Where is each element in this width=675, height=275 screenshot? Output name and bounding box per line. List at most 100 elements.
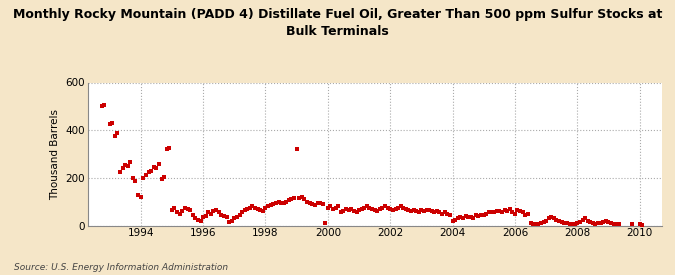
Point [344, 208, 354, 212]
Point [119, 163, 130, 167]
Point [185, 208, 196, 212]
Point [354, 208, 364, 212]
Point [507, 210, 518, 214]
Point [572, 221, 583, 225]
Point [107, 121, 117, 125]
Point [439, 210, 450, 214]
Point [583, 219, 593, 223]
Point [208, 209, 219, 213]
Point [182, 207, 193, 211]
Point [281, 199, 292, 204]
Point [167, 208, 178, 212]
Point [637, 222, 647, 227]
Point [254, 208, 265, 212]
Point [190, 216, 200, 221]
Point [348, 209, 359, 213]
Point [587, 221, 598, 225]
Point [494, 209, 505, 213]
Point [429, 210, 440, 214]
Point [522, 211, 533, 216]
Point [109, 134, 120, 138]
Point [115, 170, 126, 174]
Point [273, 199, 284, 204]
Point [364, 205, 375, 210]
Point [265, 203, 276, 207]
Point [491, 209, 502, 213]
Point [512, 208, 523, 212]
Point [275, 201, 286, 205]
Point [603, 220, 614, 224]
Point [97, 104, 107, 109]
Point [470, 213, 481, 217]
Point [559, 221, 570, 225]
Point [263, 204, 273, 209]
Point [226, 219, 237, 223]
Point [180, 205, 190, 210]
Point [299, 197, 310, 202]
Point [570, 221, 580, 226]
Point [221, 215, 232, 219]
Point [99, 103, 109, 107]
Point [614, 222, 624, 227]
Point [379, 204, 390, 209]
Point [372, 209, 383, 213]
Point [172, 210, 183, 214]
Point [164, 146, 175, 150]
Point [481, 211, 491, 216]
Point [608, 222, 619, 227]
Point [465, 215, 476, 219]
Point [286, 197, 297, 202]
Point [546, 215, 557, 219]
Point [198, 215, 209, 219]
Point [330, 205, 341, 210]
Point [450, 217, 460, 222]
Point [112, 130, 123, 135]
Point [153, 161, 164, 166]
Point [234, 213, 245, 217]
Point [593, 221, 603, 225]
Point [585, 220, 596, 224]
Text: Source: U.S. Energy Information Administration: Source: U.S. Energy Information Administ… [14, 263, 227, 272]
Point [605, 221, 616, 225]
Point [595, 221, 606, 225]
Point [136, 195, 146, 199]
Point [169, 205, 180, 210]
Point [400, 207, 411, 211]
Point [460, 214, 471, 218]
Point [410, 209, 421, 213]
Point [549, 216, 560, 221]
Point [574, 220, 585, 224]
Point [403, 208, 414, 212]
Point [510, 211, 520, 216]
Point [237, 210, 248, 214]
Point [496, 210, 507, 214]
Point [479, 213, 489, 217]
Point [156, 177, 167, 181]
Point [195, 219, 206, 223]
Point [452, 216, 463, 221]
Point [130, 179, 141, 184]
Point [577, 217, 588, 222]
Point [468, 216, 479, 221]
Point [211, 208, 221, 212]
Point [551, 217, 562, 222]
Point [398, 205, 408, 210]
Point [203, 210, 214, 214]
Point [634, 222, 645, 227]
Point [104, 122, 115, 127]
Point [538, 220, 549, 224]
Point [566, 222, 577, 227]
Point [377, 205, 388, 210]
Point [406, 209, 416, 213]
Point [427, 209, 437, 213]
Point [242, 207, 253, 211]
Point [356, 207, 367, 211]
Point [387, 208, 398, 212]
Point [128, 176, 138, 180]
Point [421, 208, 432, 212]
Point [302, 199, 313, 204]
Point [385, 207, 396, 211]
Point [323, 205, 333, 210]
Point [502, 209, 512, 213]
Point [289, 196, 300, 200]
